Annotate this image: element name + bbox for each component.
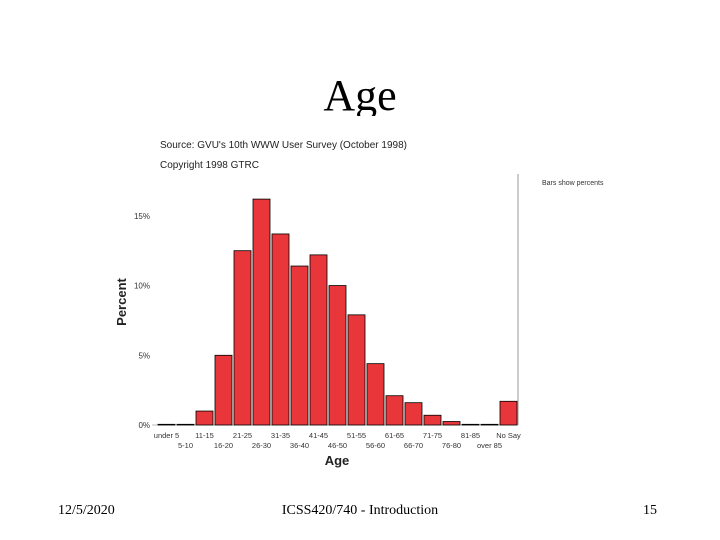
x-tick-label: 31-35: [271, 431, 290, 440]
chart-container: Source: GVU's 10th WWW User Survey (Octo…: [108, 116, 640, 478]
bar: [480, 423, 499, 426]
x-tick-label: 56-60: [366, 441, 385, 450]
bar: [442, 421, 461, 426]
x-tick-label: No Say: [496, 431, 521, 440]
age-histogram: Source: GVU's 10th WWW User Survey (Octo…: [108, 116, 640, 478]
y-tick-label: 10%: [134, 282, 150, 291]
x-tick-label: under 5: [154, 431, 179, 440]
bar: [309, 254, 328, 426]
x-ticks: under 55-1011-1516-2021-2526-3031-3536-4…: [154, 431, 521, 450]
y-tick-label: 0%: [138, 421, 150, 430]
bar: [404, 402, 423, 426]
bar: [423, 414, 442, 426]
x-tick-label: 36-40: [290, 441, 309, 450]
x-axis-label: Age: [325, 453, 350, 468]
x-tick-label: 21-25: [233, 431, 252, 440]
footer-page-number: 15: [643, 503, 657, 518]
y-axis-label: Percent: [114, 277, 129, 325]
bar: [290, 265, 309, 426]
x-tick-label: 26-30: [252, 441, 271, 450]
x-tick-label: over 85: [477, 441, 502, 450]
slide-title: Age: [323, 71, 397, 120]
bar: [499, 400, 518, 426]
x-tick-label: 71-75: [423, 431, 442, 440]
footer-date: 12/5/2020: [58, 503, 115, 518]
bar: [252, 198, 271, 426]
bar: [385, 395, 404, 426]
bar: [176, 423, 195, 426]
bar: [461, 423, 480, 426]
copyright-line: Copyright 1998 GTRC: [160, 160, 259, 171]
x-tick-label: 16-20: [214, 441, 233, 450]
x-tick-label: 5-10: [178, 441, 193, 450]
x-tick-label: 81-85: [461, 431, 480, 440]
y-tick-label: 15%: [134, 212, 150, 221]
y-ticks: 0% 5% 10% 15%: [134, 212, 150, 430]
x-tick-label: 66-70: [404, 441, 423, 450]
x-tick-label: 76-80: [442, 441, 461, 450]
source-line: Source: GVU's 10th WWW User Survey (Octo…: [160, 140, 407, 151]
bar: [328, 285, 347, 426]
chart-note: Bars show percents: [542, 180, 604, 187]
bar: [233, 250, 252, 426]
x-tick-label: 11-15: [195, 431, 214, 440]
footer-course: ICSS420/740 - Introduction: [281, 503, 439, 518]
x-tick-label: 51-55: [347, 431, 366, 440]
bar: [366, 363, 385, 426]
bar: [195, 410, 214, 426]
x-tick-label: 46-50: [328, 441, 347, 450]
bar: [347, 314, 366, 426]
bar: [271, 233, 290, 426]
y-tick-label: 5%: [138, 351, 150, 360]
bar: [214, 354, 233, 426]
bars: [157, 198, 518, 426]
x-tick-label: 41-45: [309, 431, 328, 440]
x-tick-label: 61-65: [385, 431, 404, 440]
bar: [157, 423, 176, 426]
